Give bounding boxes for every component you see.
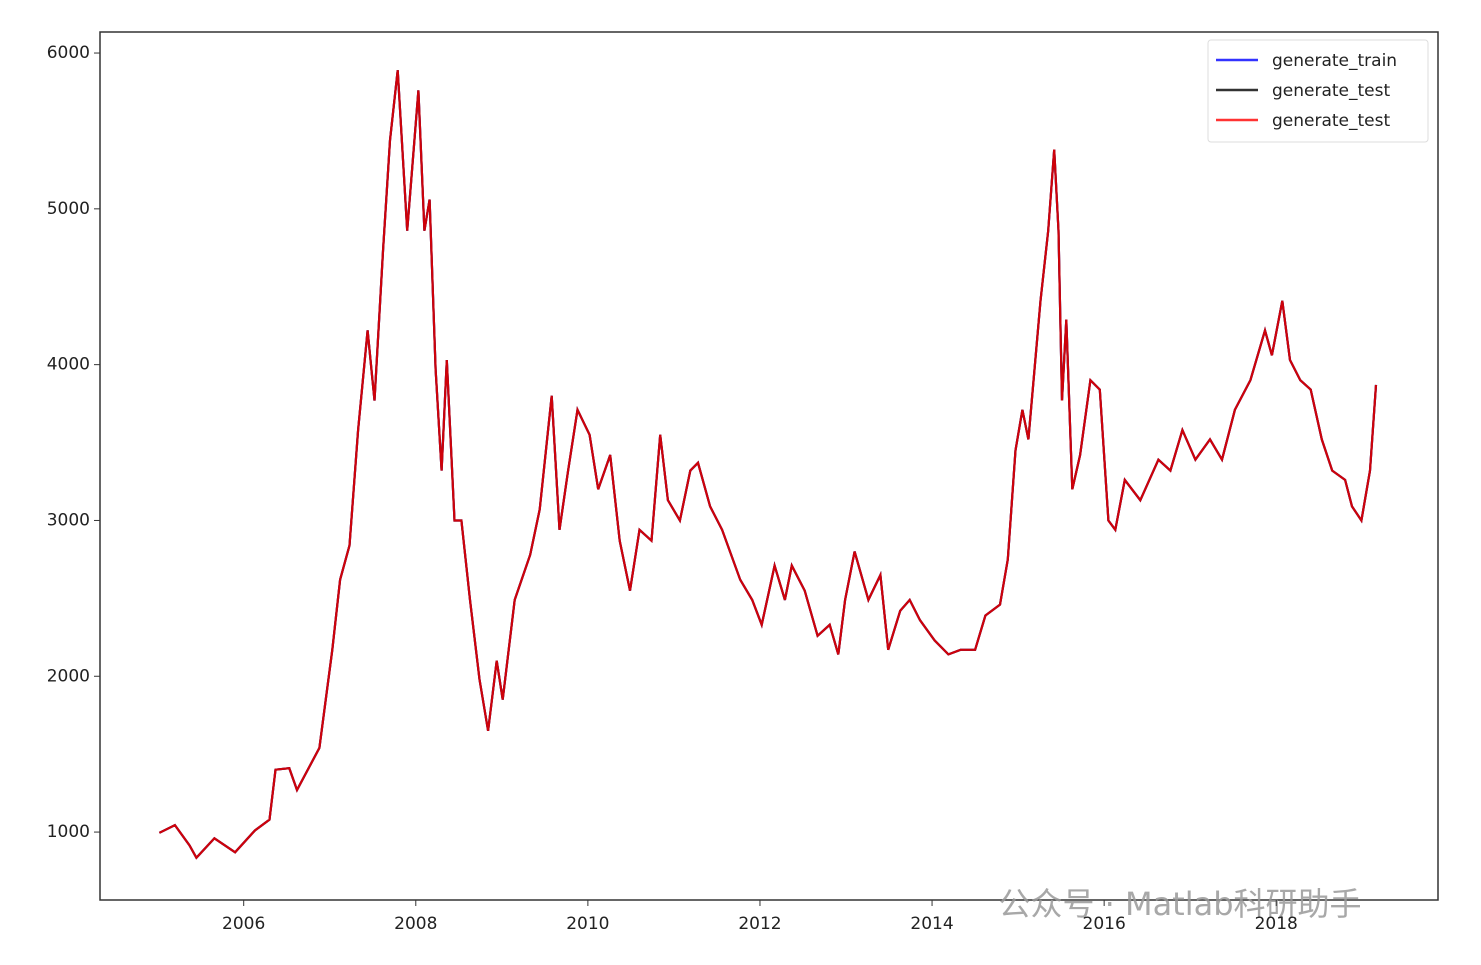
x-tick-label: 2008 xyxy=(394,914,437,934)
line-series xyxy=(158,70,1378,860)
x-tick-label: 2016 xyxy=(1083,914,1126,934)
y-tick-label: 5000 xyxy=(47,199,90,219)
legend-label: generate_test xyxy=(1272,111,1390,131)
legend-box xyxy=(1207,39,1429,143)
y-tick-label: 4000 xyxy=(47,355,90,375)
y-tick-label: 2000 xyxy=(47,666,90,686)
watermark: 公众号 · Matlab科研助手 xyxy=(998,885,1361,923)
legend-label: generate_test xyxy=(1272,81,1390,101)
x-tick-label: 2010 xyxy=(566,914,609,934)
y-tick-label: 6000 xyxy=(47,43,90,63)
legend-label: generate_train xyxy=(1272,51,1397,71)
x-tick-label: 2006 xyxy=(222,914,265,934)
x-tick-label: 2012 xyxy=(738,914,781,934)
line-series xyxy=(158,70,1378,860)
x-tick-label: 2014 xyxy=(910,914,953,934)
y-tick-label: 1000 xyxy=(47,822,90,842)
y-tick-label: 3000 xyxy=(47,510,90,530)
line-series xyxy=(158,70,1378,860)
plot-frame xyxy=(99,31,1439,901)
x-tick-label: 2018 xyxy=(1255,914,1298,934)
